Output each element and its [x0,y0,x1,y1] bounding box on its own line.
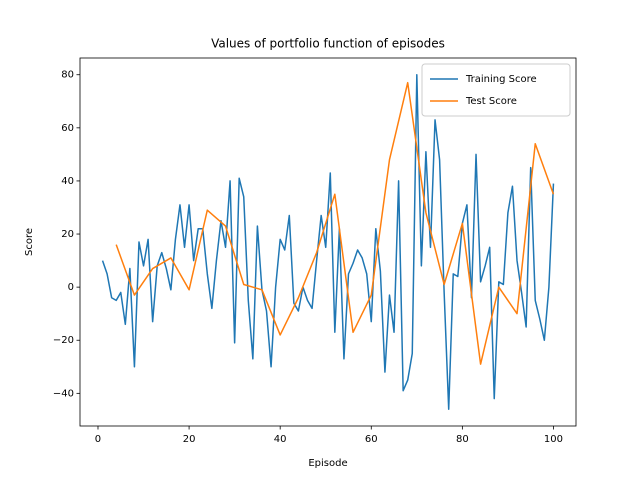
x-axis-label: Episode [308,458,347,469]
y-tick-label: −40 [53,388,74,399]
y-tick-label: −20 [53,335,74,346]
legend-label: Test Score [465,96,517,107]
x-tick-label: 0 [95,434,101,445]
y-tick-label: 0 [68,282,74,293]
x-tick-label: 100 [544,434,563,445]
y-tick-label: 80 [61,70,74,81]
chart-title: Values of portfolio function of episodes [211,37,445,51]
x-tick-label: 80 [456,434,469,445]
y-tick-label: 40 [61,176,74,187]
series-line [101,73,555,411]
y-tick-label: 60 [61,123,74,134]
y-tick-label: 20 [61,229,74,240]
plot-frame [79,57,577,427]
y-axis-label: Score [24,228,35,256]
legend-box [421,63,571,117]
x-tick-label: 40 [274,434,287,445]
x-tick-label: 60 [365,434,378,445]
x-tick-label: 20 [183,434,196,445]
legend-label: Training Score [465,74,537,85]
series-line [115,81,555,365]
